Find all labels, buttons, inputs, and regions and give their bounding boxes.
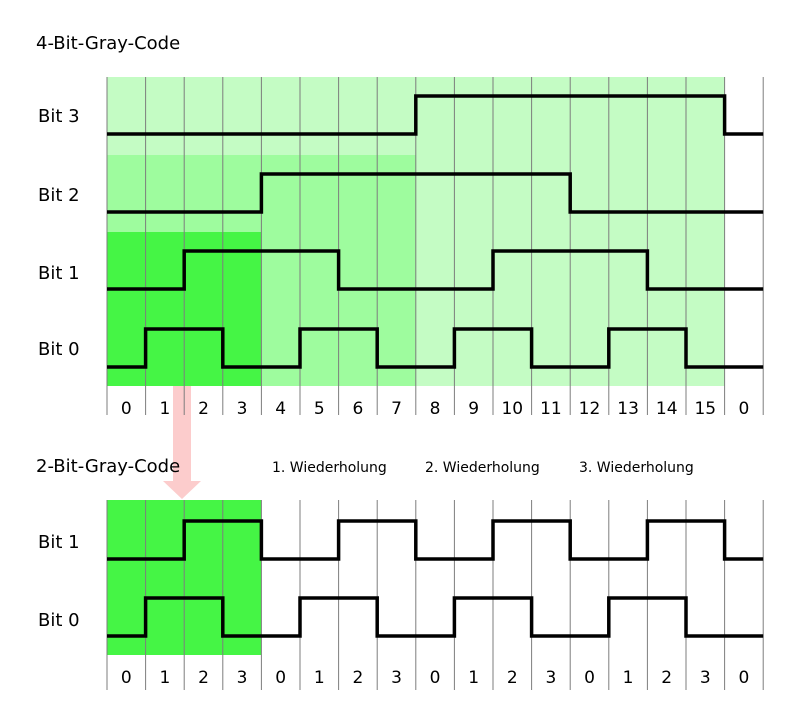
waveform-4bit-bit-3: [107, 94, 764, 136]
repetition-label-2: 2. Wiederholung: [425, 460, 540, 476]
waveform-2bit-bit-0: [107, 596, 764, 638]
tick-label-2bit: 0: [430, 668, 441, 688]
tick-label-2bit: 0: [275, 668, 286, 688]
title-4bit: 4-Bit-Gray-Code: [36, 33, 180, 54]
tick-label-4bit: 1: [159, 399, 170, 419]
row-label-4bit-1: Bit 2: [38, 185, 80, 206]
tick-label-4bit: 9: [468, 399, 479, 419]
row-label-4bit-0: Bit 3: [38, 106, 80, 127]
tick-label-2bit: 1: [314, 668, 325, 688]
tick-label-4bit: 7: [391, 399, 402, 419]
tick-label-2bit: 2: [507, 668, 518, 688]
text-layer: 4-Bit-Gray-Code 2-Bit-Gray-Code 1. Wiede…: [36, 33, 749, 688]
tick-label-4bit: 12: [579, 399, 601, 419]
tick-label-4bit: 8: [430, 399, 441, 419]
tick-label-2bit: 1: [468, 668, 479, 688]
tick-label-4bit: 0: [738, 399, 749, 419]
tick-label-4bit: 3: [237, 399, 248, 419]
tick-label-2bit: 2: [198, 668, 209, 688]
tick-label-2bit: 0: [738, 668, 749, 688]
repetition-label-3: 3. Wiederholung: [579, 460, 694, 476]
waveform-4bit-bit-2: [107, 172, 764, 214]
signal-layer: [107, 94, 764, 638]
tick-label-4bit: 2: [198, 399, 209, 419]
tick-label-4bit: 14: [656, 399, 678, 419]
title-2bit: 2-Bit-Gray-Code: [36, 456, 180, 477]
tick-label-4bit: 13: [617, 399, 639, 419]
tick-label-2bit: 1: [159, 668, 170, 688]
repetition-label-1: 1. Wiederholung: [272, 460, 387, 476]
row-label-4bit-2: Bit 1: [38, 263, 80, 284]
tick-label-4bit: 6: [352, 399, 363, 419]
tick-label-2bit: 1: [623, 668, 634, 688]
tick-label-4bit: 4: [275, 399, 286, 419]
tick-label-2bit: 0: [121, 668, 132, 688]
tick-label-2bit: 3: [545, 668, 556, 688]
tick-label-4bit: 10: [501, 399, 523, 419]
tick-label-4bit: 11: [540, 399, 562, 419]
row-label-2bit-0: Bit 1: [38, 532, 80, 553]
tick-label-2bit: 2: [661, 668, 672, 688]
tick-label-2bit: 0: [584, 668, 595, 688]
waveform-4bit-bit-1: [107, 249, 764, 291]
tick-label-4bit: 5: [314, 399, 325, 419]
tick-label-2bit: 3: [700, 668, 711, 688]
waveform-4bit-bit-0: [107, 327, 764, 369]
row-label-4bit-3: Bit 0: [38, 339, 80, 360]
tick-label-2bit: 3: [237, 668, 248, 688]
tick-label-2bit: 3: [391, 668, 402, 688]
down-arrow: [163, 386, 201, 499]
tick-label-4bit: 0: [121, 399, 132, 419]
tick-label-2bit: 2: [352, 668, 363, 688]
waveform-2bit-bit-1: [107, 519, 764, 561]
row-label-2bit-1: Bit 0: [38, 610, 80, 631]
tick-label-4bit: 15: [694, 399, 716, 419]
